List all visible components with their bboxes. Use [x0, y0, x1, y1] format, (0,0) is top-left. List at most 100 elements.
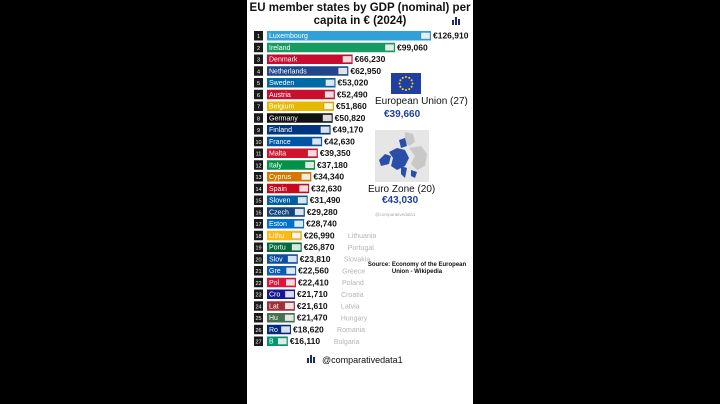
- flag-icon-24: [284, 302, 295, 310]
- bar-label-5: Sweden: [269, 80, 294, 87]
- value-label-19: €26,870: [304, 242, 335, 252]
- ghost-label-23: Croatia: [341, 292, 364, 299]
- bar-label-16: Czech: [269, 209, 289, 216]
- eu-label: European Union (27): [375, 96, 468, 107]
- rank-badge-12: [254, 160, 263, 170]
- value-label-10: €42,630: [324, 136, 355, 146]
- bar-22: [267, 277, 296, 288]
- rank-badge-10: [254, 136, 263, 147]
- value-label-25: €21,470: [297, 313, 328, 323]
- value-label-8: €50,820: [335, 113, 366, 123]
- rank-number-4: 4: [257, 69, 260, 75]
- value-label-12: €37,180: [317, 160, 348, 170]
- rank-badge-25: [254, 313, 263, 323]
- rank-badge-7: [254, 101, 263, 111]
- rank-number-20: 20: [255, 257, 261, 263]
- rank-number-11: 11: [256, 152, 262, 158]
- bar-chart: 1 Luxembourg €126,910 2 Ireland €99,060 3 Denma…: [254, 31, 469, 346]
- value-label-1: €126,910: [433, 31, 469, 41]
- eu-star-5: [401, 88, 404, 91]
- rank-number-12: 12: [255, 163, 261, 169]
- flag-icon-6: [324, 91, 334, 98]
- bar-label-24: Lat: [269, 303, 279, 310]
- rank-number-3: 3: [257, 58, 260, 64]
- rank-number-27: 27: [255, 340, 261, 346]
- rank-badge-27: [254, 336, 263, 346]
- source-note: Source: Economy of the European Union - …: [367, 262, 467, 275]
- ghost-label-19: Portugal: [348, 245, 375, 252]
- bar-15: [267, 195, 308, 205]
- value-label-17: €28,740: [306, 219, 337, 229]
- flag-icon-18: [291, 232, 302, 239]
- chart-title: EU member states by GDP (nominal) per ca…: [247, 2, 473, 28]
- channel-logo-icon: [451, 16, 461, 26]
- rank-badge-8: [254, 113, 263, 123]
- rank-number-23: 23: [255, 293, 261, 299]
- rank-badge-22: [254, 277, 263, 288]
- eu-star-8: [399, 79, 402, 82]
- value-label-14: €32,630: [311, 183, 342, 193]
- rank-badge-14: [254, 183, 263, 194]
- rank-number-22: 22: [255, 281, 261, 287]
- flag-icon-20: [287, 255, 297, 263]
- eu-star-6: [399, 85, 402, 88]
- flag-icon-3: [342, 55, 352, 63]
- ghost-label-27: Bulgaria: [334, 339, 360, 346]
- rank-number-15: 15: [255, 199, 261, 205]
- flag-icon-22: [285, 279, 296, 286]
- ghost-label-22: Poland: [342, 280, 364, 287]
- rank-number-16: 16: [255, 210, 261, 216]
- ghost-label-21: Greece: [342, 268, 365, 275]
- rank-badge-18: [254, 230, 263, 241]
- value-label-23: €21,710: [297, 289, 328, 299]
- bar-12: [267, 160, 316, 170]
- eu-star-9: [401, 76, 404, 79]
- rank-number-24: 24: [255, 304, 261, 310]
- value-label-6: €52,490: [337, 89, 368, 99]
- value-label-3: €66,230: [355, 54, 386, 64]
- bar-label-12: Italy: [269, 162, 282, 169]
- value-label-11: €39,350: [320, 148, 351, 158]
- bar-label-26: Ro: [269, 327, 278, 334]
- value-label-18: €26,990: [304, 230, 335, 240]
- bar-label-4: Netherlands: [269, 68, 307, 75]
- eu-flag-icon: [391, 73, 421, 94]
- value-label-16: €29,280: [307, 207, 338, 217]
- bar-21: [267, 266, 297, 276]
- bar-25: [267, 313, 295, 323]
- rank-number-25: 25: [255, 316, 261, 322]
- rank-badge-16: [254, 207, 263, 217]
- flag-icon-16: [294, 208, 304, 216]
- eu-star-11: [408, 76, 411, 79]
- flag-icon-12: [304, 161, 315, 169]
- rank-number-18: 18: [255, 234, 261, 240]
- flag-icon-1: [420, 32, 431, 40]
- flag-icon-10: [311, 138, 322, 145]
- bar-label-20: Slov: [269, 256, 283, 263]
- bar-label-21: Gre: [269, 268, 281, 275]
- bar-11: [267, 148, 318, 158]
- eu-star-4: [405, 89, 407, 91]
- bar-27: [267, 336, 288, 346]
- rank-badge-24: [254, 301, 263, 311]
- value-label-26: €18,620: [293, 324, 324, 334]
- value-label-9: €49,170: [333, 125, 364, 135]
- eu-value: €39,660: [384, 109, 421, 120]
- value-label-15: €31,490: [310, 195, 341, 205]
- rank-number-5: 5: [257, 81, 260, 87]
- bar-label-23: Cro: [269, 292, 280, 299]
- bar-18: [267, 230, 302, 241]
- eurozone-label: Euro Zone (20): [368, 184, 436, 195]
- bar-19: [267, 242, 302, 252]
- rank-number-8: 8: [257, 116, 260, 122]
- flag-icon-25: [284, 314, 294, 322]
- rank-number-14: 14: [255, 187, 261, 193]
- rank-badge-9: [254, 125, 263, 135]
- flag-icon-15: [297, 196, 307, 204]
- rank-number-21: 21: [255, 269, 261, 275]
- rank-badge-13: [254, 172, 263, 182]
- bar-2: [267, 42, 396, 53]
- bar-3: [267, 54, 353, 64]
- bar-13: [267, 172, 312, 182]
- bar-5: [267, 78, 336, 88]
